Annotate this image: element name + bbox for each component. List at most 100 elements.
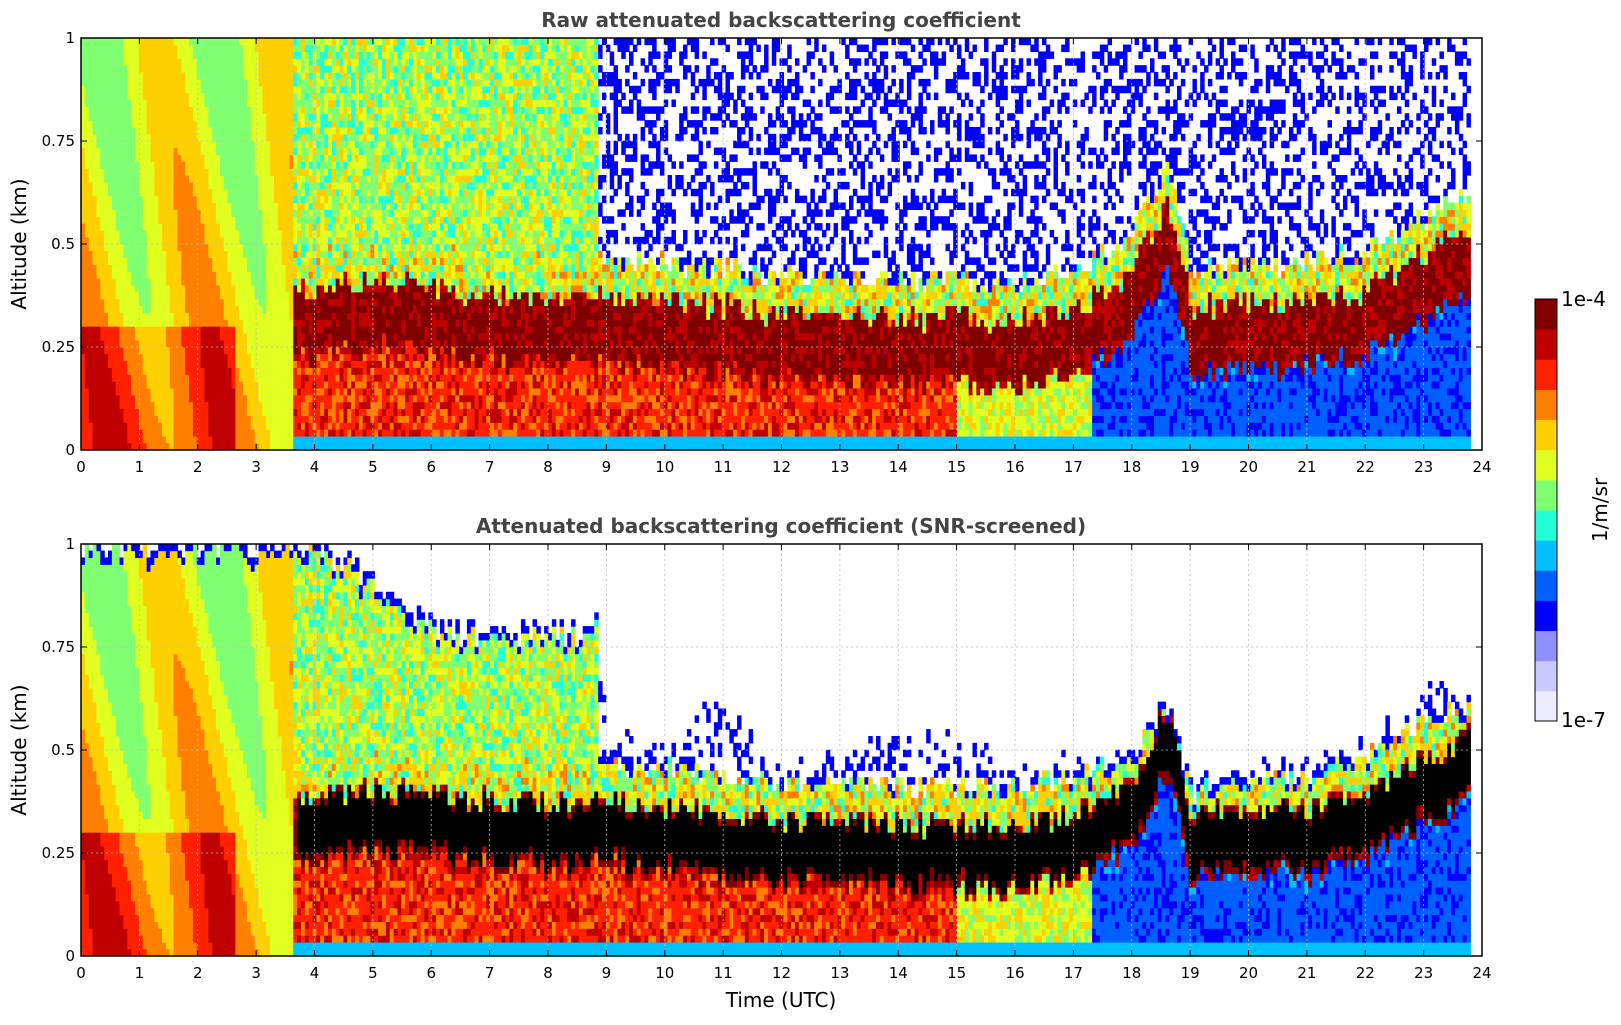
heatmap-cell xyxy=(262,435,267,444)
heatmap-cell xyxy=(378,126,383,135)
heatmap-cell xyxy=(339,78,345,87)
heatmap-cell xyxy=(281,133,287,142)
heatmap-cell xyxy=(208,44,213,53)
heatmap-cell xyxy=(285,291,290,300)
heatmap-cell xyxy=(239,435,244,444)
heatmap-cell xyxy=(223,353,229,362)
heatmap-cell xyxy=(196,346,202,355)
heatmap-cell xyxy=(131,44,136,53)
heatmap-cell xyxy=(189,181,194,190)
heatmap-cell xyxy=(370,408,375,416)
heatmap-cell xyxy=(277,168,283,176)
heatmap-cell xyxy=(393,367,399,375)
heatmap-cell xyxy=(212,223,217,231)
heatmap-cell xyxy=(266,195,271,204)
heatmap-cell xyxy=(169,236,175,245)
heatmap-cell xyxy=(239,408,244,416)
heatmap-cell xyxy=(385,92,391,101)
heatmap-cell xyxy=(335,236,341,245)
heatmap-cell xyxy=(84,133,90,142)
heatmap-cell xyxy=(165,154,171,162)
heatmap-cell xyxy=(154,140,159,149)
heatmap-cell xyxy=(254,209,260,217)
heatmap-cell xyxy=(138,161,144,169)
heatmap-cell xyxy=(285,408,290,416)
heatmap-cell xyxy=(181,58,186,66)
heatmap-cell xyxy=(270,78,275,87)
heatmap-cell xyxy=(397,133,402,142)
heatmap-cell xyxy=(162,140,167,149)
heatmap-cell xyxy=(111,387,117,396)
heatmap-cell xyxy=(100,65,105,73)
heatmap-cell xyxy=(84,202,90,210)
heatmap-cell xyxy=(343,312,348,320)
heatmap-cell xyxy=(231,339,236,348)
heatmap-cell xyxy=(324,381,329,389)
heatmap-cell xyxy=(127,387,132,396)
heatmap-cell xyxy=(162,291,167,300)
heatmap-cell xyxy=(235,175,240,183)
heatmap-cell xyxy=(111,120,117,128)
heatmap-cell xyxy=(235,408,240,416)
heatmap-cell xyxy=(239,360,244,368)
heatmap-cell xyxy=(177,319,182,327)
heatmap-cell xyxy=(108,360,113,368)
heatmap-cell xyxy=(104,381,109,389)
heatmap-cell xyxy=(370,161,375,169)
heatmap-cell xyxy=(266,415,271,423)
heatmap-cell xyxy=(150,264,155,272)
heatmap-cell xyxy=(123,202,128,210)
heatmap-cell xyxy=(355,38,360,46)
heatmap-cell xyxy=(138,408,144,416)
heatmap-cell xyxy=(320,326,325,334)
heatmap-cell xyxy=(277,126,283,135)
heatmap-cell xyxy=(115,387,121,396)
heatmap-cell xyxy=(235,339,240,348)
heatmap-cell xyxy=(189,278,194,286)
heatmap-cell xyxy=(177,147,182,156)
heatmap-cell xyxy=(297,133,302,142)
heatmap-cell xyxy=(162,188,167,197)
heatmap-cell xyxy=(111,326,117,334)
heatmap-cell xyxy=(142,394,148,403)
heatmap-cell xyxy=(212,408,217,416)
heatmap-cell xyxy=(169,72,175,80)
heatmap-cell xyxy=(231,113,236,121)
heatmap-cell xyxy=(115,332,121,341)
heatmap-cell xyxy=(277,106,283,114)
heatmap-cell xyxy=(123,264,128,272)
heatmap-cell xyxy=(335,175,341,183)
heatmap-cell xyxy=(358,312,364,320)
heatmap-cell xyxy=(185,353,190,362)
heatmap-cell xyxy=(177,78,182,87)
heatmap-cell xyxy=(401,360,406,368)
heatmap-cell xyxy=(324,216,329,224)
heatmap-cell xyxy=(96,394,101,403)
heatmap-cell xyxy=(165,408,171,416)
heatmap-cell xyxy=(358,147,364,156)
heatmap-cell xyxy=(111,257,117,265)
heatmap-cell xyxy=(223,154,229,162)
heatmap-cell xyxy=(231,298,236,307)
heatmap-cell xyxy=(204,181,209,190)
heatmap-cell xyxy=(362,250,368,259)
heatmap-cell xyxy=(196,44,202,53)
heatmap-cell xyxy=(339,113,345,121)
heatmap-cell xyxy=(135,175,140,183)
heatmap-cell xyxy=(200,346,206,355)
heatmap-cell xyxy=(331,257,337,265)
heatmap-cell xyxy=(366,175,372,183)
heatmap-cell xyxy=(378,401,383,410)
heatmap-cell xyxy=(146,278,152,286)
heatmap-cell xyxy=(250,195,256,204)
heatmap-cell xyxy=(281,305,287,313)
heatmap-cell xyxy=(231,326,236,334)
heatmap-cell xyxy=(397,78,402,87)
heatmap-cell xyxy=(320,312,325,320)
heatmap-cell xyxy=(304,312,310,320)
heatmap-cell xyxy=(250,85,256,94)
heatmap-cell xyxy=(347,284,352,293)
heatmap-cell xyxy=(185,257,190,265)
heatmap-cell xyxy=(382,415,387,423)
heatmap-cell xyxy=(119,181,125,190)
